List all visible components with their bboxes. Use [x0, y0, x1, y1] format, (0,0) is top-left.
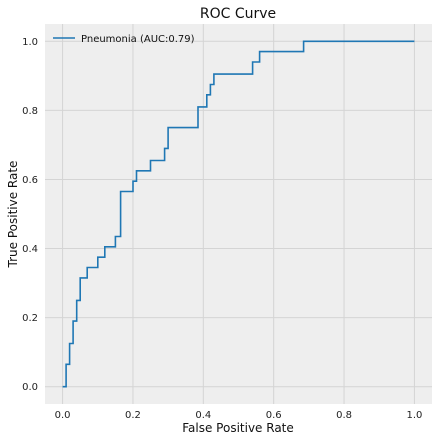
legend: Pneumonia (AUC:0.79): [53, 34, 195, 45]
x-tick-label: 0.0: [55, 410, 71, 421]
x-axis-label: False Positive Rate: [182, 421, 294, 435]
y-axis-label: True Positive Rate: [6, 161, 20, 269]
series-layer: [62, 40, 415, 388]
x-tick-label: 0.4: [195, 410, 211, 421]
y-tick-label: 0.6: [22, 175, 38, 186]
grid-lines: [45, 24, 432, 404]
y-tick-label: 0.2: [22, 313, 38, 324]
roc-series-line: [62, 40, 415, 388]
y-tick-label: 0.4: [22, 244, 38, 255]
y-tick-label: 0.0: [22, 382, 38, 393]
x-tick-label: 1.0: [406, 410, 422, 421]
plot-background: [45, 24, 432, 404]
tick-labels: 0.0 0.2 0.4 0.6 0.8 1.0 0.0 0.2 0.4 0.6 0.8 1.0: [22, 37, 422, 421]
chart-title: ROC Curve: [200, 6, 276, 22]
x-tick-label: 0.8: [336, 410, 352, 421]
x-tick-label: 0.2: [125, 410, 141, 421]
y-tick-label: 0.8: [22, 106, 38, 117]
legend-label: Pneumonia (AUC:0.79): [81, 34, 195, 45]
y-tick-label: 1.0: [22, 37, 38, 48]
x-tick-label: 0.6: [266, 410, 282, 421]
